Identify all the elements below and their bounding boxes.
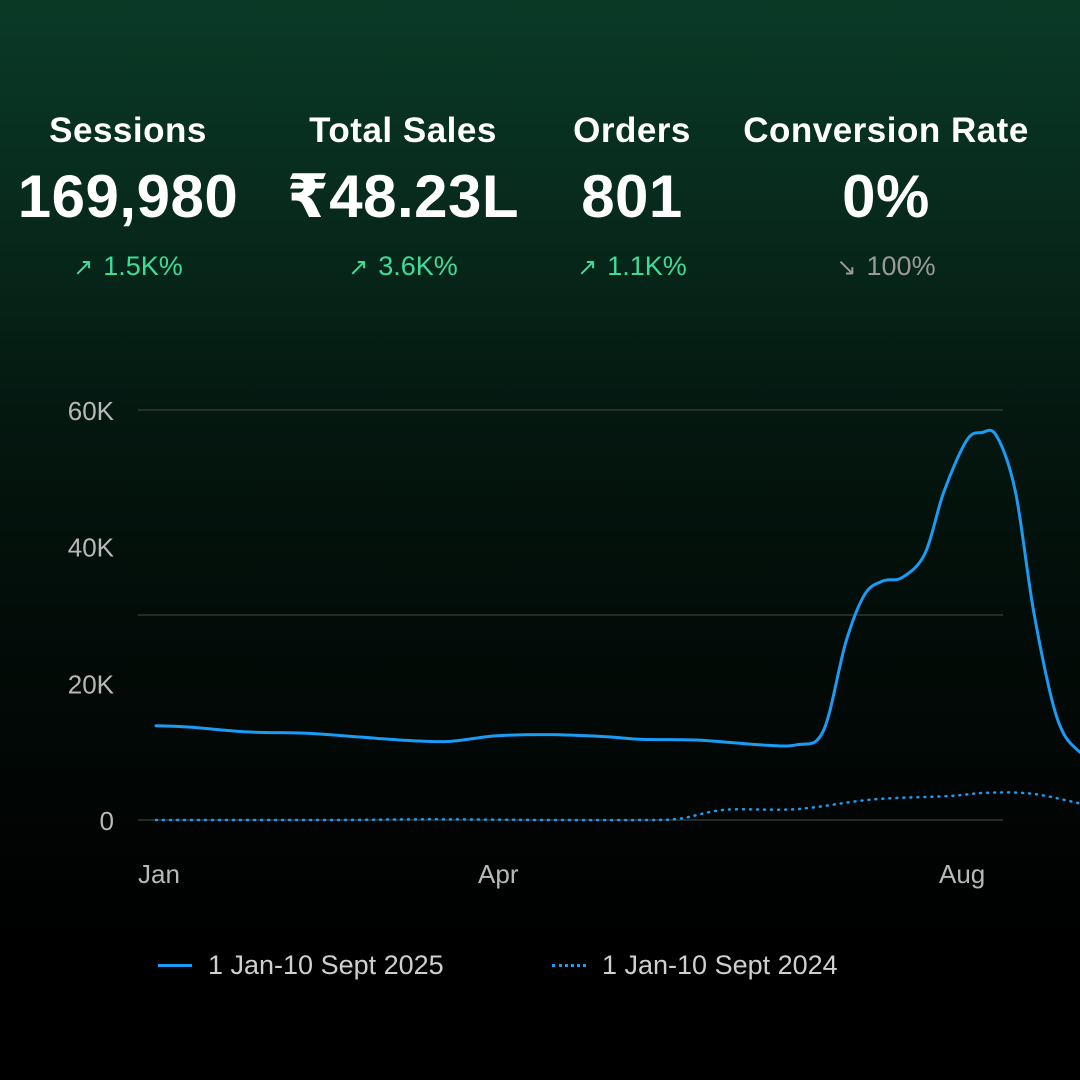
metric-total-sales[interactable]: Total Sales ₹48.23L ↗ 3.6K% [272,108,534,286]
y-tick-label: 20K [68,669,115,699]
legend-label: 1 Jan-10 Sept 2024 [602,950,838,980]
series-line-2024 [154,791,1080,822]
arrow-up-right-icon: ↗ [577,254,598,281]
legend-label: 1 Jan-10 Sept 2025 [208,950,444,980]
metric-label: Conversion Rate [743,111,1029,150]
sessions-line-chart[interactable]: 0 20K 40K 60K Jan Apr Aug [0,380,1080,910]
metric-label: Sessions [49,111,207,150]
metric-delta-value: 1.1K% [607,251,687,281]
y-tick-label: 40K [68,533,115,563]
y-tick-label: 0 [100,806,114,836]
arrow-down-right-icon: ↘ [836,254,857,281]
y-axis: 0 20K 40K 60K [68,396,115,836]
metric-orders[interactable]: Orders 801 ↗ 1.1K% [540,108,724,286]
metric-label: Total Sales [309,111,497,150]
chart-gridlines [138,409,1003,821]
metric-label: Orders [573,111,691,150]
series-line-2025 [154,428,1080,754]
x-tick-label: Jan [138,859,180,889]
chart-legend: 1 Jan-10 Sept 2025 1 Jan-10 Sept 2024 [0,950,1080,994]
arrow-up-right-icon: ↗ [348,254,369,281]
metric-delta: ↗ 3.6K% [272,248,534,286]
metric-value: 801 [581,163,683,230]
metric-delta-value: 100% [866,251,936,281]
legend-item-2024[interactable]: 1 Jan-10 Sept 2024 [552,950,838,981]
metric-conversion-rate[interactable]: Conversion Rate 0% ↘ 100% [740,108,1032,286]
metric-value: ₹48.23L [286,163,520,230]
metric-value: 0% [842,163,930,230]
solid-line-swatch [158,964,192,967]
dotted-line-swatch [552,964,586,967]
metrics-row: Sessions 169,980 ↗ 1.5K% Total Sales ₹48.… [0,108,1080,298]
legend-item-2025[interactable]: 1 Jan-10 Sept 2025 [158,950,444,981]
metric-sessions[interactable]: Sessions 169,980 ↗ 1.5K% [0,108,256,286]
x-tick-label: Aug [939,859,985,889]
metric-value: 169,980 [17,163,239,230]
x-tick-label: Apr [478,859,519,889]
x-axis: Jan Apr Aug [138,859,985,889]
metric-delta: ↗ 1.1K% [540,248,724,286]
metric-delta-value: 3.6K% [378,251,458,281]
y-tick-label: 60K [68,396,115,426]
metric-delta: ↘ 100% [740,248,1032,286]
arrow-up-right-icon: ↗ [73,254,94,281]
metric-delta-value: 1.5K% [103,251,183,281]
chart-series [154,428,1080,822]
metric-delta: ↗ 1.5K% [0,248,256,286]
